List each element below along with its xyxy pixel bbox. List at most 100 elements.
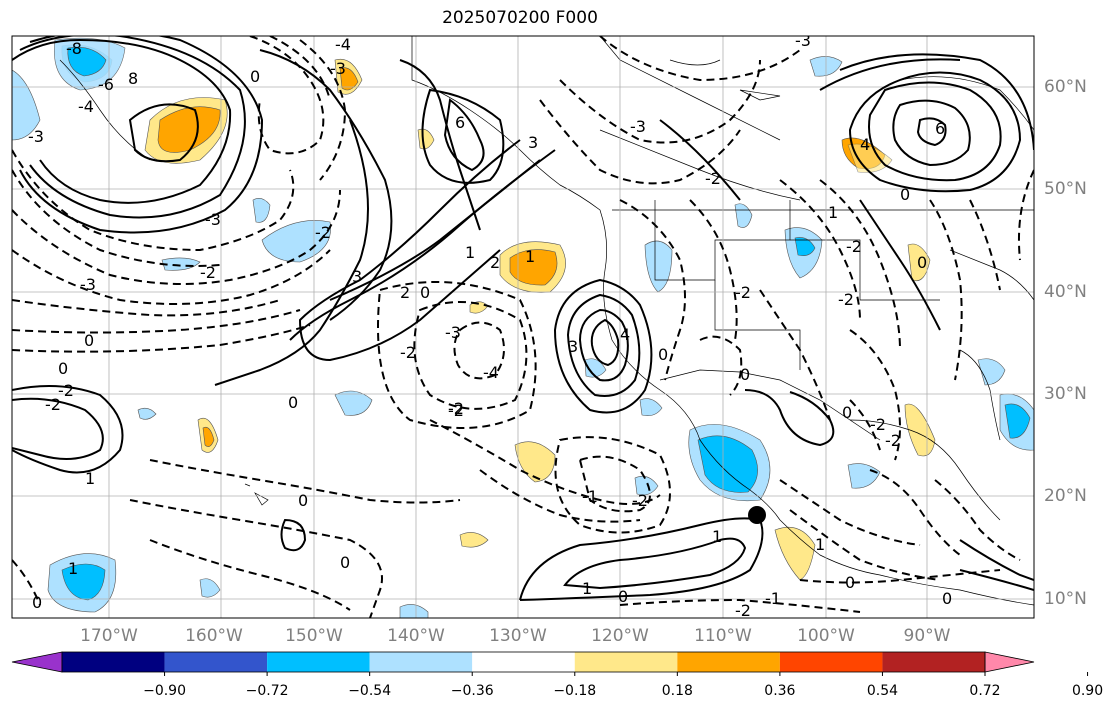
colorbar-swatch (164, 652, 268, 672)
contour-label: -2 (315, 223, 331, 242)
contour-label: -4 (78, 97, 94, 116)
contour-label: 0 (658, 345, 668, 364)
lat-label: 60°N (1044, 77, 1087, 97)
colorbar-swatch (677, 652, 780, 672)
contour-label: -3 (630, 117, 646, 136)
contour-label: -2 (200, 263, 216, 282)
contour-label: 0 (340, 553, 350, 572)
shade-yellow-gulfcoast (904, 403, 936, 457)
colorbar-extend-high (984, 651, 1035, 673)
colorbar-swatch (62, 652, 165, 672)
contour-label: -3 (28, 127, 44, 146)
colorbar-tick-label: −0.72 (245, 683, 289, 699)
shade-yellow-quebec (847, 143, 893, 173)
contour-label: 1 (465, 243, 475, 262)
lat-label: 10°N (1044, 589, 1087, 609)
colorbar-swatch (882, 652, 985, 672)
map-title: 2025070200 F000 (442, 8, 598, 28)
colorbar-tick-label: −0.90 (143, 683, 186, 699)
contour-label: -1 (582, 487, 598, 506)
shade-orange-off-coast (509, 249, 558, 286)
contour-label: 0 (618, 587, 628, 606)
colorbar-swatch (779, 652, 883, 672)
lon-label: 170°W (80, 626, 138, 646)
contour-label: -6 (98, 75, 114, 94)
colorbar-tick-label: −0.54 (348, 683, 392, 699)
shade-lightblue-small4 (399, 604, 429, 618)
contour-label: 1 (712, 527, 722, 546)
map-frame (11, 35, 1035, 619)
shade-lightblue-pac5 (334, 390, 373, 416)
contour-label: -1 (765, 589, 781, 608)
colorbar-tick-label: 0.72 (969, 683, 1001, 699)
lon-label: 140°W (387, 626, 445, 646)
negative-contours (12, 36, 1034, 618)
location-marker (748, 506, 766, 524)
contour-label: 2 (400, 283, 410, 302)
contour-label: 2 (490, 253, 500, 272)
colorbar-tick-label: −0.36 (450, 683, 494, 699)
contour-label: -2 (735, 283, 751, 302)
contour-label: -2 (448, 399, 464, 418)
colorbar-swatch (574, 652, 678, 672)
contour-label: 0 (58, 359, 68, 378)
contour-label: 0 (250, 67, 260, 86)
contour-label: -4 (483, 363, 499, 382)
lon-label: 120°W (591, 626, 649, 646)
contour-label: -3 (795, 31, 811, 50)
contour-label: 0 (845, 573, 855, 592)
shade-blue-nw-inner (67, 46, 107, 77)
contour-label: 0 (84, 331, 94, 350)
shade-blue-atlantic (1004, 403, 1031, 439)
shade-lightblue-small2 (639, 398, 663, 416)
graticule (12, 36, 1034, 618)
contour-label: -2 (400, 343, 416, 362)
contour-label: 1 (582, 579, 592, 598)
lon-label: 90°W (903, 626, 951, 646)
shaded-patches (12, 37, 1034, 618)
contour-label: 4 (860, 135, 870, 154)
colorbar-extend-low (11, 651, 63, 673)
contour-label: 0 (740, 365, 750, 384)
shade-orange-pac6 (202, 426, 215, 447)
shade-lightblue-florida (977, 358, 1006, 386)
lat-label: 30°N (1044, 384, 1087, 404)
shade-orange-gulf (339, 67, 359, 91)
contour-label: 0 (288, 393, 298, 412)
contour-label: -2 (870, 415, 886, 434)
contour-label: 1 (68, 559, 78, 578)
contour-label: 0 (942, 589, 952, 608)
contour-label: -2 (735, 601, 751, 620)
contour-label: -8 (66, 39, 82, 58)
contour-label: -2 (45, 395, 61, 414)
contour-label: 1 (525, 247, 535, 266)
contour-label: 0 (900, 185, 910, 204)
contour-label: -2 (838, 290, 854, 309)
contour-labels: -8 -6 -4 8 -3 -3 -2 -3 0 0 -2 -2 1 -4 -3… (28, 31, 952, 620)
shade-lightblue-small5 (584, 358, 607, 378)
colorbar-tick-label: 0.90 (1071, 683, 1104, 699)
contour-label: -4 (335, 35, 351, 54)
contour-label: -3 (445, 323, 461, 342)
contour-label: -3 (205, 210, 221, 229)
colorbar-tick-label: 0.36 (764, 683, 796, 699)
contour-label: 8 (128, 69, 138, 88)
colorbar-tick-label: 0.54 (866, 683, 899, 699)
shade-blue-us2 (794, 237, 816, 256)
lon-label: 160°W (185, 626, 243, 646)
contour-label: 3 (528, 133, 538, 152)
contour-label: 0 (420, 283, 430, 302)
shade-lightblue-pac2 (161, 257, 201, 271)
positive-contours (12, 36, 1034, 601)
lon-label: 130°W (489, 626, 547, 646)
shade-lightblue-small8 (199, 578, 221, 598)
contour-label: 4 (620, 325, 630, 344)
contour-label: 1 (828, 203, 838, 222)
colorbar (11, 651, 1089, 676)
contour-label: -2 (846, 237, 862, 256)
shade-yellow-great-lakes (907, 243, 931, 282)
contour-label: -2 (632, 491, 648, 510)
shade-lightblue-pac3 (252, 198, 271, 223)
colorbar-swatch (369, 652, 473, 672)
